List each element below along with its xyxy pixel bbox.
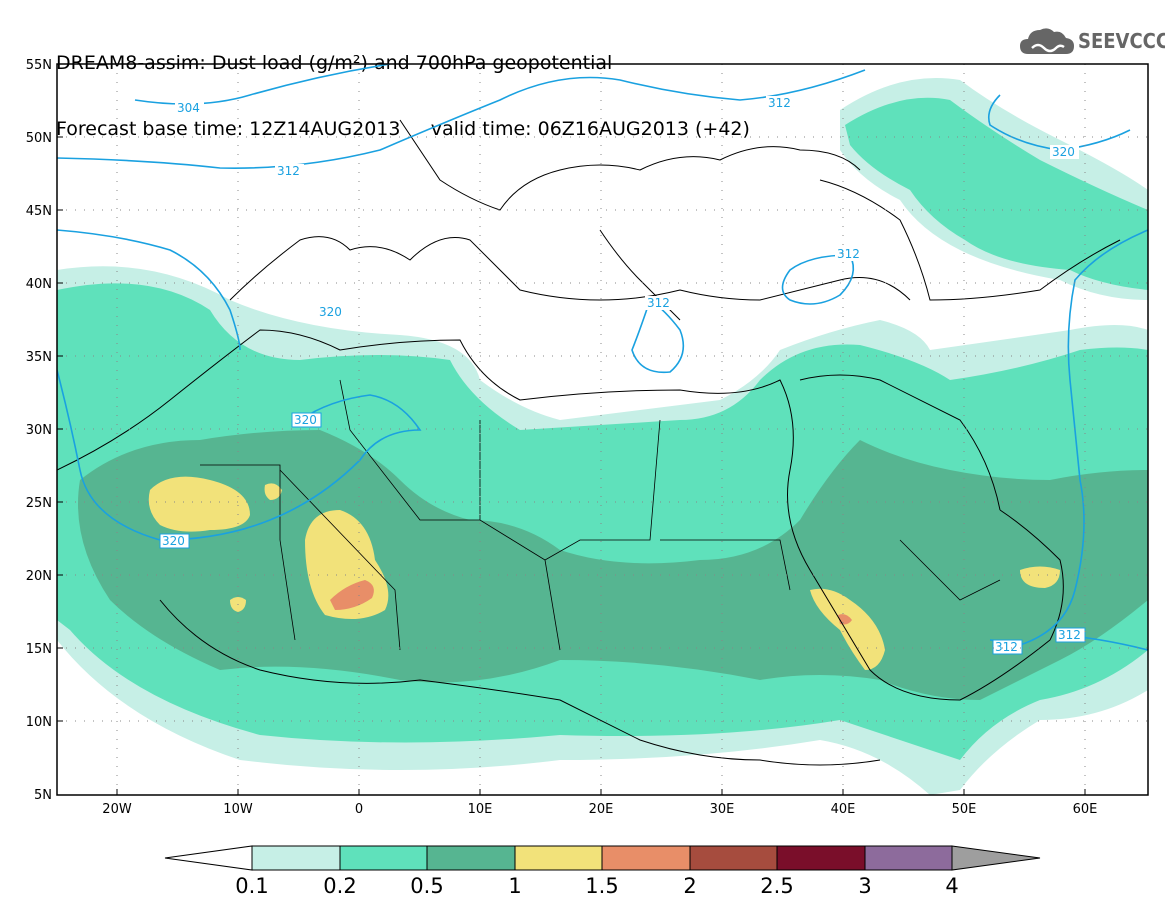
cloud-logo-icon — [1020, 28, 1074, 54]
lat-label: 40N — [26, 277, 52, 292]
contour-label: 320 — [1052, 145, 1075, 159]
title-line-1: DREAM8-assim: Dust load (g/m²) and 700hP… — [56, 52, 613, 74]
lat-label: 5N — [34, 788, 52, 803]
country-borders — [200, 379, 1001, 651]
contour-312-east — [989, 229, 1148, 646]
colorbar-swatch-1 — [514, 845, 603, 871]
colorbar-tick: 0.5 — [410, 874, 443, 898]
lat-label: 30N — [26, 423, 52, 438]
contour-label: 312 — [837, 247, 860, 261]
dust-level-1-a — [148, 476, 250, 532]
lon-label: 20W — [102, 802, 132, 817]
contour-312-crete — [631, 299, 685, 374]
map-title: DREAM8-assim: Dust load (g/m²) and 700hP… — [56, 8, 750, 162]
longitude-labels: 20W 10W 0 10E 20E 30E 40E 50E 60E — [102, 802, 1097, 817]
contour-label: 312 — [1058, 628, 1081, 642]
lat-label: 50N — [26, 131, 52, 146]
title-line-2: Forecast base time: 12Z14AUG2013 valid t… — [56, 118, 750, 140]
graticule — [57, 64, 1148, 795]
dust-level-1-d — [1020, 566, 1060, 588]
colorbar-tick: 1.5 — [585, 874, 618, 898]
contour-label: 312 — [768, 96, 791, 110]
lon-label: 30E — [710, 802, 735, 817]
contour-label: 304 — [177, 101, 200, 115]
lon-label: 10E — [468, 802, 493, 817]
dust-level-1-f — [264, 483, 282, 500]
contour-320-west — [57, 229, 241, 351]
colorbar-swatch-0.5 — [426, 845, 516, 871]
colorbar-right-arrow — [951, 845, 1041, 871]
colorbar-tick: 0.2 — [323, 874, 356, 898]
logo-text: SEEVCCC — [1078, 29, 1165, 53]
dust-level-0.2-north — [845, 97, 1148, 291]
contour-label: 312 — [995, 640, 1018, 654]
geopotential-contours — [57, 64, 1148, 651]
contour-304 — [134, 64, 391, 105]
contour-320-sw — [57, 369, 422, 541]
lon-label: 10W — [223, 802, 253, 817]
contour-320-caspian — [987, 94, 1131, 151]
colorbar-swatch-0.2 — [339, 845, 428, 871]
lat-label: 35N — [26, 350, 52, 365]
contour-label: 312 — [277, 164, 300, 178]
lon-label: 40E — [831, 802, 856, 817]
dust-level-1-c — [810, 588, 885, 670]
lat-label: 20N — [26, 569, 52, 584]
colorbar-tick: 4 — [945, 874, 958, 898]
contour-label: 320 — [319, 305, 342, 319]
seevccc-logo: SEEVCCC — [1018, 22, 1165, 62]
lat-label: 45N — [26, 204, 52, 219]
colorbar-swatch-0.1 — [251, 845, 341, 871]
latitude-labels: 55N 50N 45N 40N 35N 30N 25N 20N 15N 10N … — [26, 58, 52, 803]
colorbar-swatch-2 — [689, 845, 778, 871]
contour-312-north — [57, 69, 866, 169]
dust-load-fields — [57, 78, 1148, 795]
contour-label: 320 — [294, 413, 317, 427]
valid-time: valid time: 06Z16AUG2013 (+42) — [430, 118, 750, 140]
base-time: Forecast base time: 12Z14AUG2013 — [56, 118, 401, 140]
lat-label: 10N — [26, 715, 52, 730]
colorbar-swatch-1.5 — [601, 845, 691, 871]
colorbar-left-arrow — [164, 845, 253, 871]
colorbar-swatch-3 — [864, 845, 953, 871]
colorbar-tick: 3 — [858, 874, 871, 898]
ticks — [57, 63, 1086, 795]
colorbar-tick: 2.5 — [760, 874, 793, 898]
lat-label: 55N — [26, 58, 52, 73]
lat-label: 15N — [26, 642, 52, 657]
colorbar-tick: 2 — [683, 874, 696, 898]
color-bar — [164, 845, 1041, 871]
coastlines — [57, 119, 1121, 766]
lon-label: 0 — [355, 802, 363, 817]
colorbar-tick: 1 — [508, 874, 521, 898]
colorbar-swatch-2.5 — [776, 845, 866, 871]
lon-label: 20E — [589, 802, 614, 817]
dust-level-0.5 — [78, 430, 1148, 700]
contour-label: 312 — [647, 296, 670, 310]
contour-labels: 304 312 312 320 312 312 320 320 320 312 … — [159, 96, 1086, 655]
dust-level-1.5-a — [330, 580, 374, 610]
colorbar-labels: 0.1 0.2 0.5 1 1.5 2 2.5 3 4 — [235, 874, 958, 898]
lon-label: 50E — [952, 802, 977, 817]
contour-label: 320 — [162, 534, 185, 548]
lon-label: 60E — [1073, 802, 1098, 817]
lat-label: 25N — [26, 496, 52, 511]
colorbar-tick: 0.1 — [235, 874, 268, 898]
